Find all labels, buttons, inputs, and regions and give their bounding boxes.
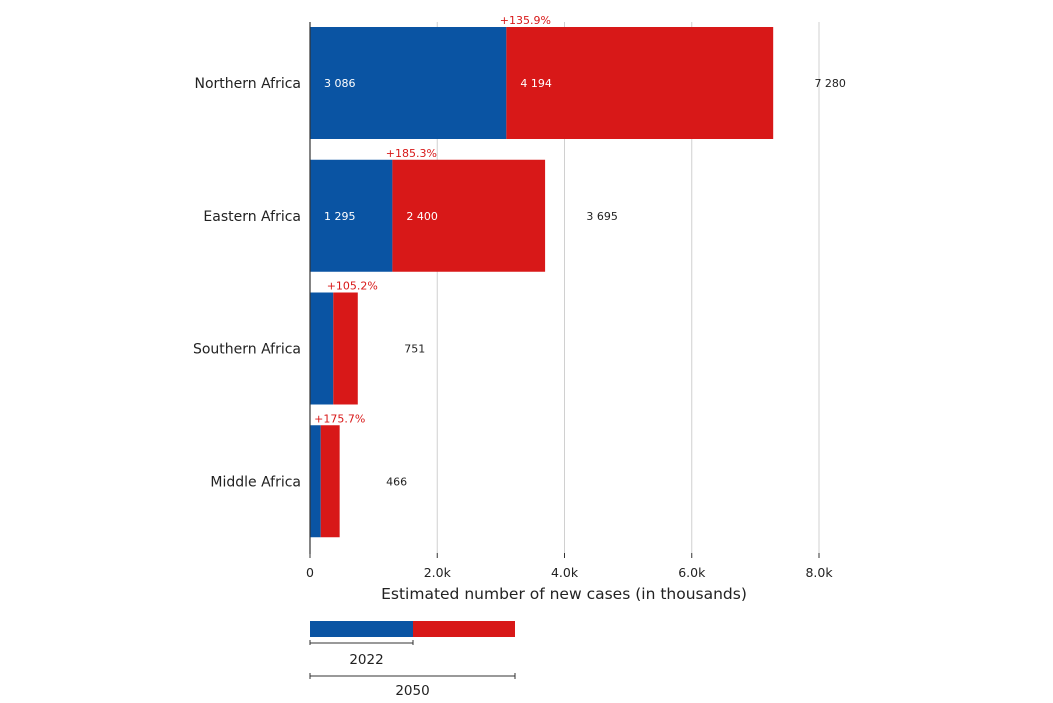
percent-increase-label: +175.7% [314, 412, 365, 425]
legend-swatch-increase [413, 621, 515, 637]
x-axis: 0 2.0k 4.0k 6.0k 8.0k [306, 22, 833, 580]
segment-value-label: 1 295 [324, 210, 356, 223]
bar-segment-2022 [310, 159, 393, 272]
segment-value-label: 4 194 [520, 77, 552, 90]
legend-swatch-2022 [310, 621, 413, 637]
legend-bracket-2050 [309, 673, 516, 679]
bar-segment-2022 [310, 27, 507, 139]
bar-segment-increase [333, 292, 358, 405]
total-value-label: 7 280 [814, 77, 846, 90]
category-label: Middle Africa [210, 474, 301, 490]
percent-increase-label: +135.9% [500, 14, 551, 27]
category-label: Southern Africa [193, 342, 301, 358]
total-value-label: 3 695 [586, 210, 618, 223]
x-axis-title: Estimated number of new cases (in thousa… [381, 585, 747, 603]
x-tick-label: 0 [306, 565, 314, 580]
x-tick-label: 8.0k [805, 565, 833, 580]
percent-increase-label: +185.3% [386, 147, 437, 160]
legend-label-2022: 2022 [349, 652, 383, 668]
x-tick-label: 4.0k [551, 565, 579, 580]
segment-value-label: 3 086 [324, 77, 356, 90]
category-labels: Northern Africa Eastern Africa Southern Af… [193, 76, 301, 490]
total-value-label: 466 [386, 475, 407, 488]
segment-value-label: 2 400 [406, 210, 438, 223]
bar-segment-increase [320, 425, 340, 538]
legend: 2022 2050 [309, 621, 516, 699]
total-value-label: 751 [404, 343, 425, 356]
bar-segment-increase [392, 159, 546, 272]
bar-segment-2022 [310, 292, 334, 405]
x-tick-label: 6.0k [678, 565, 706, 580]
x-tick-label: 2.0k [424, 565, 452, 580]
bar-segment-increase [506, 27, 774, 139]
category-label: Eastern Africa [203, 209, 301, 225]
category-label: Northern Africa [194, 76, 301, 92]
legend-bracket-2022 [309, 640, 414, 645]
legend-label-2050: 2050 [395, 683, 429, 699]
percent-increase-label: +105.2% [327, 280, 378, 293]
bars: 3 086 4 194 7 280 +135.9% 1 295 2 400 3 695 +18… [310, 14, 846, 538]
bar-segment-2022 [310, 425, 321, 538]
